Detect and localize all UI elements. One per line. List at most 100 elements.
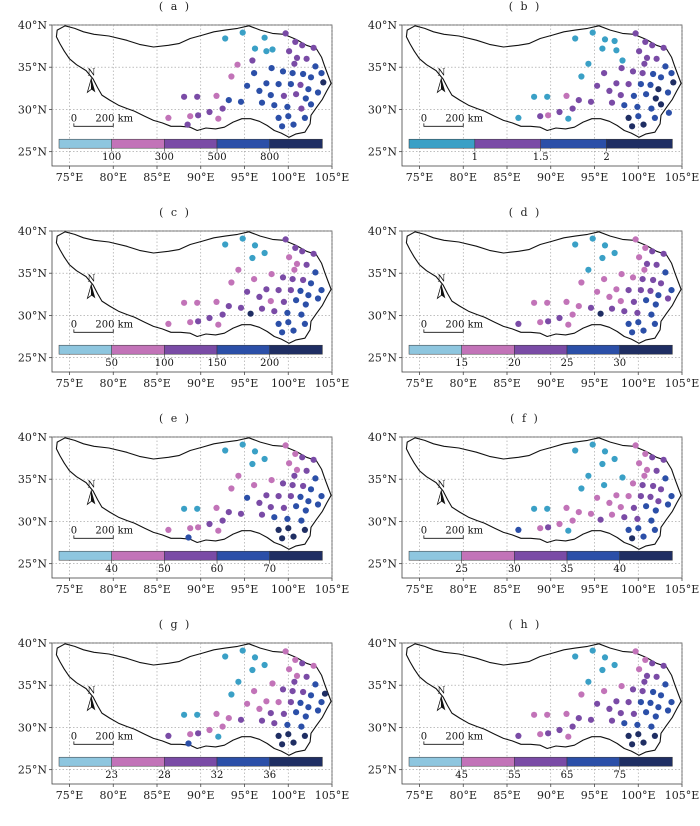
- station-point: [569, 105, 576, 112]
- station-point: [293, 503, 300, 510]
- scale-label-distance: 200 km: [445, 319, 483, 330]
- y-tick-label: 25°N: [368, 146, 397, 159]
- station-point: [630, 710, 637, 717]
- station-point: [268, 477, 275, 484]
- station-point: [268, 65, 275, 72]
- station-point: [237, 304, 245, 311]
- x-tick-label: 100°E: [621, 583, 656, 596]
- station-point: [640, 327, 647, 334]
- legend-swatch: [216, 344, 270, 355]
- station-point: [589, 647, 596, 654]
- station-point: [235, 678, 242, 685]
- x-tick-label: 80°E: [449, 583, 477, 596]
- x-tick-label: 85°E: [493, 171, 521, 184]
- station-point: [611, 249, 618, 257]
- station-point: [632, 236, 639, 243]
- y-tick-label: 35°N: [368, 267, 397, 280]
- station-point: [293, 709, 300, 716]
- station-point: [280, 504, 287, 511]
- station-point: [251, 276, 258, 283]
- station-point: [310, 250, 317, 257]
- station-point: [269, 680, 276, 687]
- station-point: [280, 92, 287, 99]
- station-point: [292, 38, 299, 46]
- station-point: [284, 515, 291, 522]
- station-point: [611, 661, 618, 669]
- legend-tick-label: 23: [105, 770, 118, 781]
- station-point: [629, 535, 636, 542]
- station-point: [629, 68, 637, 75]
- y-tick-label: 40°N: [18, 431, 47, 444]
- station-point: [299, 454, 306, 461]
- station-point: [187, 319, 194, 326]
- legend-tick-label: 40: [105, 564, 118, 575]
- station-point: [318, 493, 325, 500]
- station-point: [594, 494, 601, 501]
- station-point: [617, 92, 624, 99]
- legend-swatch: [514, 756, 568, 767]
- scale-label-zero: 0: [421, 113, 427, 124]
- plateau-boundary: [405, 437, 682, 550]
- scale-bar: [423, 329, 464, 333]
- station-point: [251, 654, 259, 661]
- station-point: [531, 711, 538, 718]
- station-point: [632, 442, 639, 449]
- station-point: [279, 686, 287, 693]
- station-point: [662, 681, 669, 688]
- panel-label: ( h ): [508, 618, 542, 631]
- station-point: [601, 688, 608, 695]
- station-point: [184, 121, 191, 128]
- station-point: [280, 710, 287, 717]
- legend-swatch: [111, 756, 165, 767]
- station-point: [291, 60, 298, 67]
- map-panel: ( d ) 75°E 80°E 85°E 90°E 95°E 100°E 105°E 40°N 3…: [350, 206, 700, 412]
- station-point: [235, 472, 242, 479]
- station-point: [263, 492, 270, 499]
- station-point: [258, 511, 266, 518]
- north-arrow-icon: [86, 284, 96, 300]
- map-canvas: 75°E 80°E 85°E 90°E 95°E 100°E 105°E 40°N 35°N 30…: [368, 19, 699, 184]
- station-point: [287, 493, 294, 500]
- station-point: [237, 716, 245, 723]
- scale-bar: [73, 329, 114, 333]
- map-canvas: 75°E 80°E 85°E 90°E 95°E 100°E 105°E 40°N 35°N 30…: [18, 637, 349, 802]
- scale-label-distance: 200 km: [95, 113, 133, 124]
- x-tick-label: 90°E: [537, 583, 565, 596]
- y-tick-label: 30°N: [18, 721, 47, 734]
- station-point: [565, 321, 572, 328]
- station-point: [599, 460, 606, 468]
- station-point: [611, 37, 618, 45]
- station-point: [563, 92, 570, 99]
- station-point: [594, 82, 601, 89]
- x-tick-label: 100°E: [621, 789, 656, 802]
- station-point: [291, 266, 298, 273]
- north-arrow-icon: [436, 696, 446, 712]
- station-point: [515, 526, 522, 533]
- station-point: [625, 114, 632, 121]
- x-tick-label: 75°E: [56, 583, 84, 596]
- station-point: [279, 123, 286, 130]
- station-point: [251, 70, 258, 77]
- station-point: [630, 504, 637, 511]
- legend-swatch: [269, 756, 323, 767]
- station-point: [225, 97, 232, 104]
- station-point: [531, 505, 538, 512]
- station-point: [537, 113, 544, 120]
- station-point: [165, 732, 172, 739]
- station-point: [544, 299, 551, 306]
- station-point: [637, 287, 644, 294]
- legend-tick-label: 45: [455, 770, 468, 781]
- station-point: [613, 698, 620, 705]
- station-point: [625, 699, 632, 706]
- y-tick-label: 40°N: [368, 637, 397, 650]
- station-point: [251, 482, 258, 489]
- north-label: N: [87, 480, 95, 490]
- station-point: [271, 720, 278, 727]
- station-point: [247, 310, 254, 317]
- station-point: [660, 662, 667, 669]
- station-point: [643, 503, 650, 510]
- station-point: [303, 55, 310, 62]
- station-point: [575, 509, 582, 516]
- station-point: [293, 91, 300, 98]
- station-point: [625, 287, 632, 294]
